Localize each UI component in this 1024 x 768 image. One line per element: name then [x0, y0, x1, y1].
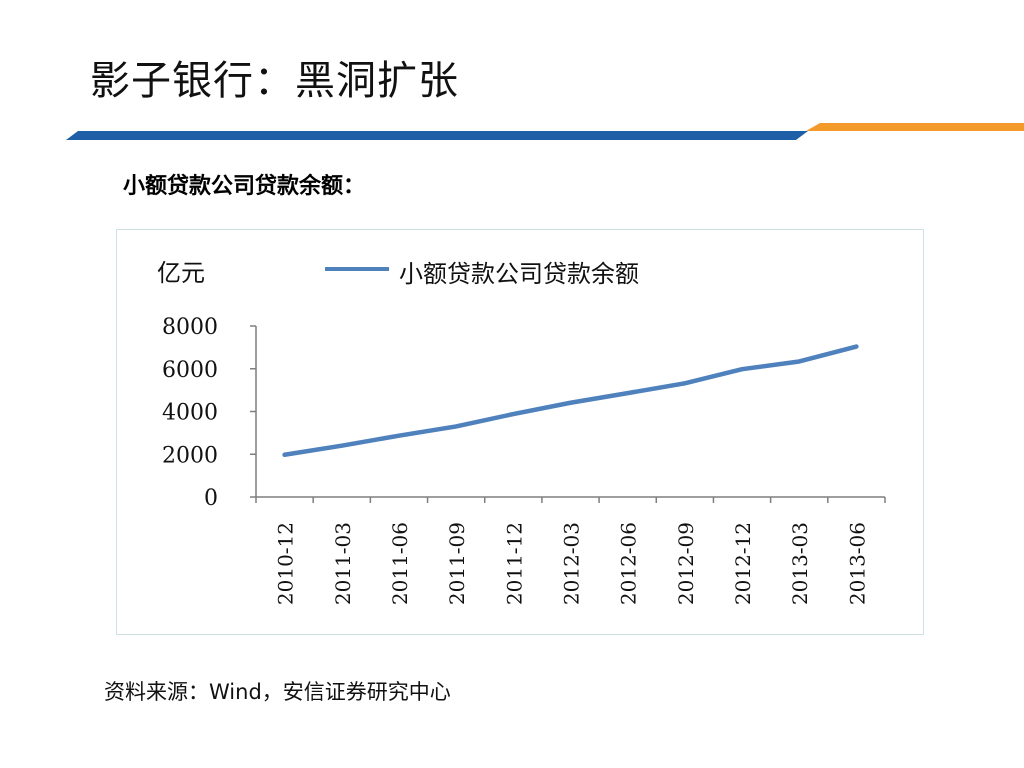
x-tick-label: 2011-12 — [502, 522, 526, 605]
x-tick-label: 2010-12 — [274, 522, 298, 605]
slide-title: 影子银行：黑洞扩张 — [90, 58, 459, 104]
legend-label: 小额贷款公司贷款余额 — [399, 260, 639, 288]
y-tick-label: 0 — [204, 486, 218, 511]
chart-container: 亿元 小额贷款公司贷款余额 0 2000 4000 6000 8000 2010-12 20… — [116, 229, 924, 635]
x-tick-label: 2011-06 — [388, 522, 412, 605]
x-tick-label: 2011-03 — [331, 522, 355, 605]
x-tick-label: 2011-09 — [445, 522, 469, 605]
slide-subtitle: 小额贷款公司贷款余额： — [123, 174, 366, 199]
y-tick-label: 8000 — [162, 315, 218, 340]
x-tick-label: 2013-03 — [788, 522, 812, 605]
y-unit-label: 亿元 — [157, 259, 205, 287]
y-tick-label: 4000 — [162, 401, 218, 426]
y-tick-label: 6000 — [162, 358, 218, 383]
x-tick-label: 2012-12 — [731, 522, 755, 605]
x-tick-label: 2012-03 — [560, 522, 584, 605]
x-tick-label: 2013-06 — [845, 522, 869, 605]
x-tick-label: 2012-09 — [674, 522, 698, 605]
source-note: 资料来源：Wind，安信证券研究中心 — [104, 680, 451, 704]
legend: 小额贷款公司贷款余额 — [325, 260, 639, 288]
line-chart: 亿元 小额贷款公司贷款余额 0 2000 4000 6000 8000 2010-12 20… — [157, 259, 886, 605]
blue-stripe — [66, 131, 808, 140]
series-line — [282, 344, 859, 458]
header-band — [66, 123, 1024, 140]
y-tick-label: 2000 — [162, 443, 218, 468]
orange-stripe — [806, 123, 1024, 131]
x-tick-label: 2012-06 — [617, 522, 641, 605]
